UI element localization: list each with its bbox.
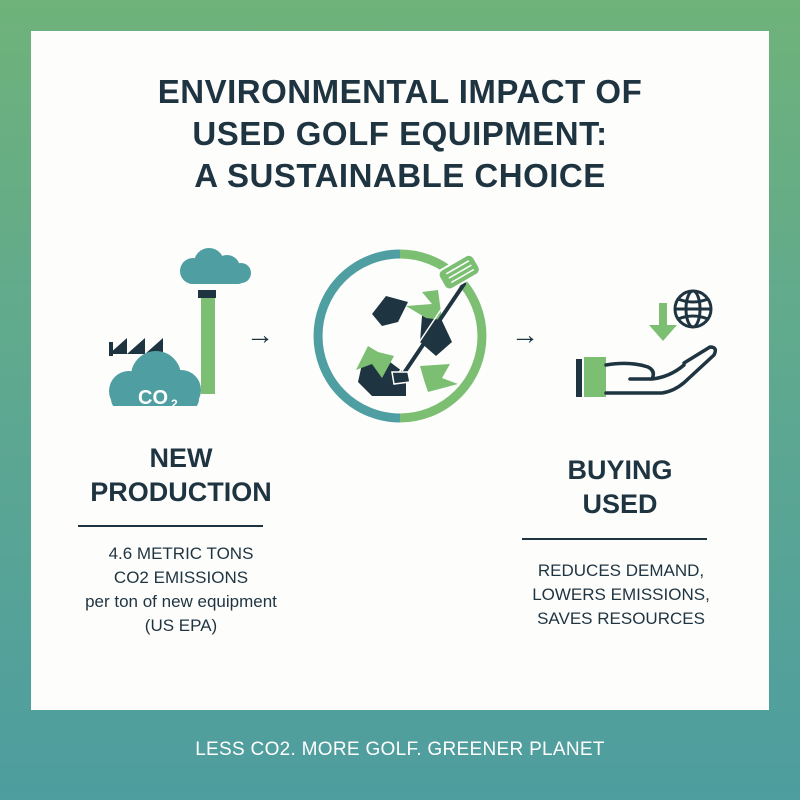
divider	[78, 525, 263, 527]
arrow-icon: →	[246, 319, 274, 350]
co2-label: CO	[138, 387, 168, 406]
new-production-heading: NEW PRODUCTION	[90, 443, 272, 507]
new-production-description: 4.6 METRIC TONS CO2 EMISSIONS per ton of…	[85, 544, 277, 635]
divider	[522, 538, 707, 540]
content-card: ENVIRONMENTAL IMPACT OF USED GOLF EQUIPM…	[31, 31, 769, 710]
factory-co2-icon: CO 2	[101, 246, 261, 411]
recycle-golf-club-icon	[310, 246, 490, 426]
co2-subscript: 2	[171, 397, 178, 406]
hand-globe-icon	[566, 281, 726, 401]
buying-used-heading: BUYING USED	[567, 455, 673, 519]
buying-used-description: REDUCES DEMAND, LOWERS EMISSIONS, SAVES …	[532, 561, 710, 628]
title-line-1: ENVIRONMENTAL IMPACT OF	[157, 73, 643, 110]
page-title: ENVIRONMENTAL IMPACT OF USED GOLF EQUIPM…	[31, 71, 769, 197]
footer-tagline: LESS CO2. MORE GOLF. GREENER PLANET	[195, 739, 605, 760]
arrow-icon: →	[511, 319, 539, 350]
title-line-3: A SUSTAINABLE CHOICE	[194, 157, 606, 194]
title-line-2: USED GOLF EQUIPMENT:	[192, 115, 608, 152]
